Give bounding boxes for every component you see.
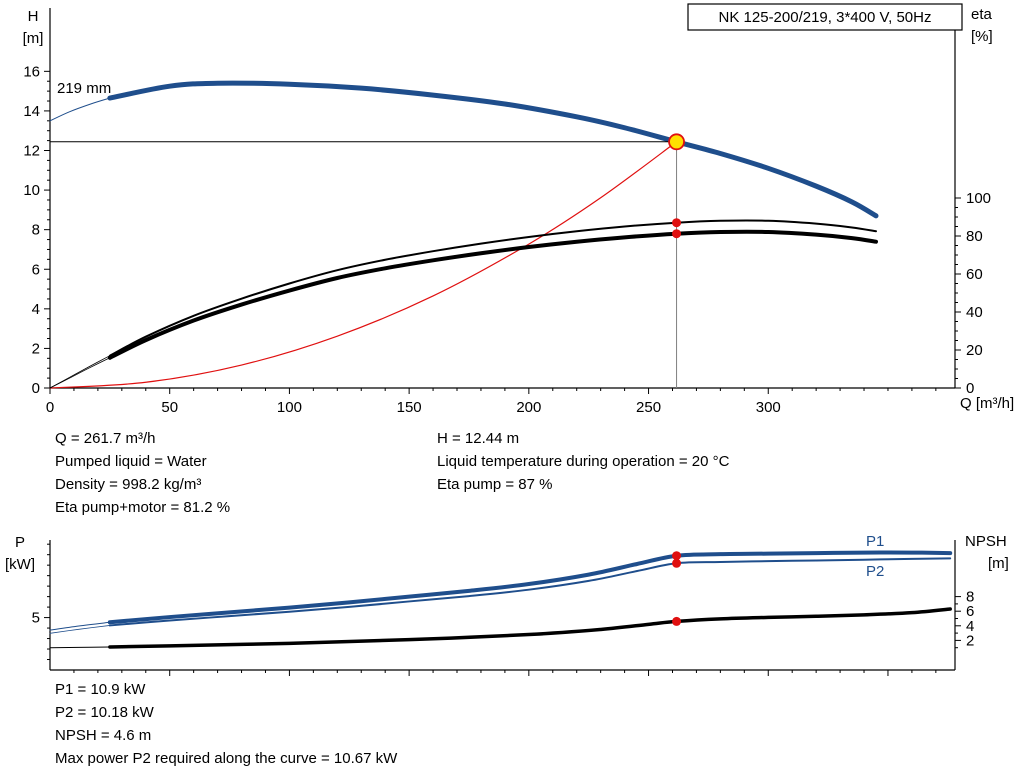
svg-text:0: 0 [46,399,54,416]
svg-text:2: 2 [32,340,40,357]
p2-dot [672,558,682,568]
svg-text:40: 40 [966,304,983,321]
liquid-temperature-value: Liquid temperature during operation = 20… [437,453,730,470]
p2-curve-lead [49,625,111,634]
svg-text:6: 6 [32,261,40,278]
pump-title: NK 125-200/219, 3*400 V, 50Hz [719,9,932,26]
svg-text:8: 8 [966,589,974,606]
svg-text:[m]: [m] [988,555,1009,572]
svg-text:10: 10 [23,182,40,199]
y-ticks-right: 0 20 40 60 80 100 [955,190,991,397]
y-axis-left-title: H [28,8,39,25]
svg-text:5: 5 [32,610,40,627]
eta-pump-motor-dot [672,229,682,239]
svg-text:4: 4 [32,301,40,318]
head-curve-219mm [107,80,879,219]
pump-title-box [687,3,963,31]
svg-text:250: 250 [636,399,661,416]
pumped-liquid-value: Pumped liquid = Water [55,453,207,470]
eta-pump-motor-lead [49,357,111,389]
svg-text:60: 60 [966,266,983,283]
qh-efficiency-chart[interactable]: 0 50 100 150 200 250 300 0 2 4 6 8 10 12 14 16 0 20 40 60 80… [23,3,1015,416]
x-ticks [73,670,937,676]
y-axis-left-title: P [15,534,25,551]
eta-pump-curve [108,219,877,357]
svg-text:2: 2 [966,632,974,649]
p2-curve-label: P2 [866,563,884,580]
eta-pump-value: Eta pump = 87 % [437,476,553,493]
head-curve-219mm-label: 219 mm [57,80,111,97]
svg-text:20: 20 [966,342,983,359]
y-axis-right-title: NPSH [965,533,1007,550]
svg-text:8: 8 [32,222,40,239]
svg-text:0: 0 [32,380,40,397]
svg-text:0: 0 [966,380,974,397]
y-ticks-left: 0 2 4 6 8 10 12 14 16 [23,63,50,397]
svg-text:[%]: [%] [971,28,993,45]
eta-pump-motor-curve [107,229,878,360]
svg-text:100: 100 [966,190,991,207]
npsh-dot [672,616,682,626]
density-value: Density = 998.2 kg/m³ [55,476,202,493]
npsh-curve [108,607,952,649]
svg-text:100: 100 [277,399,302,416]
svg-text:4: 4 [966,618,974,635]
svg-text:300: 300 [756,399,781,416]
system-curve [49,141,678,389]
svg-text:6: 6 [966,603,974,620]
p2-curve [108,557,952,627]
npsh-curve-lead [49,646,111,649]
y-ticks-left: 5 [32,543,50,661]
eta-pump-motor-value: Eta pump+motor = 81.2 % [55,499,231,516]
duty-flow-value: Q = 261.7 m³/h [55,430,156,447]
x-axis-title: Q [m³/h] [960,395,1014,412]
svg-text:150: 150 [397,399,422,416]
head-curve-lead [49,97,111,122]
p1-curve-lead [49,621,111,631]
p1-dot [672,551,682,561]
svg-text:[kW]: [kW] [5,556,35,573]
max-p2-value: Max power P2 required along the curve = … [55,750,398,767]
p2-value: P2 = 10.18 kW [55,704,154,721]
duty-head-value: H = 12.44 m [437,430,520,447]
svg-text:80: 80 [966,228,983,245]
svg-text:12: 12 [23,143,40,160]
npsh-value: NPSH = 4.6 m [55,727,152,744]
svg-text:[m]: [m] [23,30,44,47]
duty-point-marker[interactable] [668,133,685,151]
x-ticks: 0 50 100 150 200 250 300 [46,388,937,416]
eta-pump-dot [672,218,682,228]
svg-text:50: 50 [161,399,178,416]
p1-curve [107,550,953,625]
svg-text:200: 200 [516,399,541,416]
p1-curve-label: P1 [866,533,884,550]
svg-text:16: 16 [23,63,40,80]
y-axis-right-title: eta [971,6,993,23]
svg-text:14: 14 [23,103,40,120]
p1-value: P1 = 10.9 kW [55,681,146,698]
